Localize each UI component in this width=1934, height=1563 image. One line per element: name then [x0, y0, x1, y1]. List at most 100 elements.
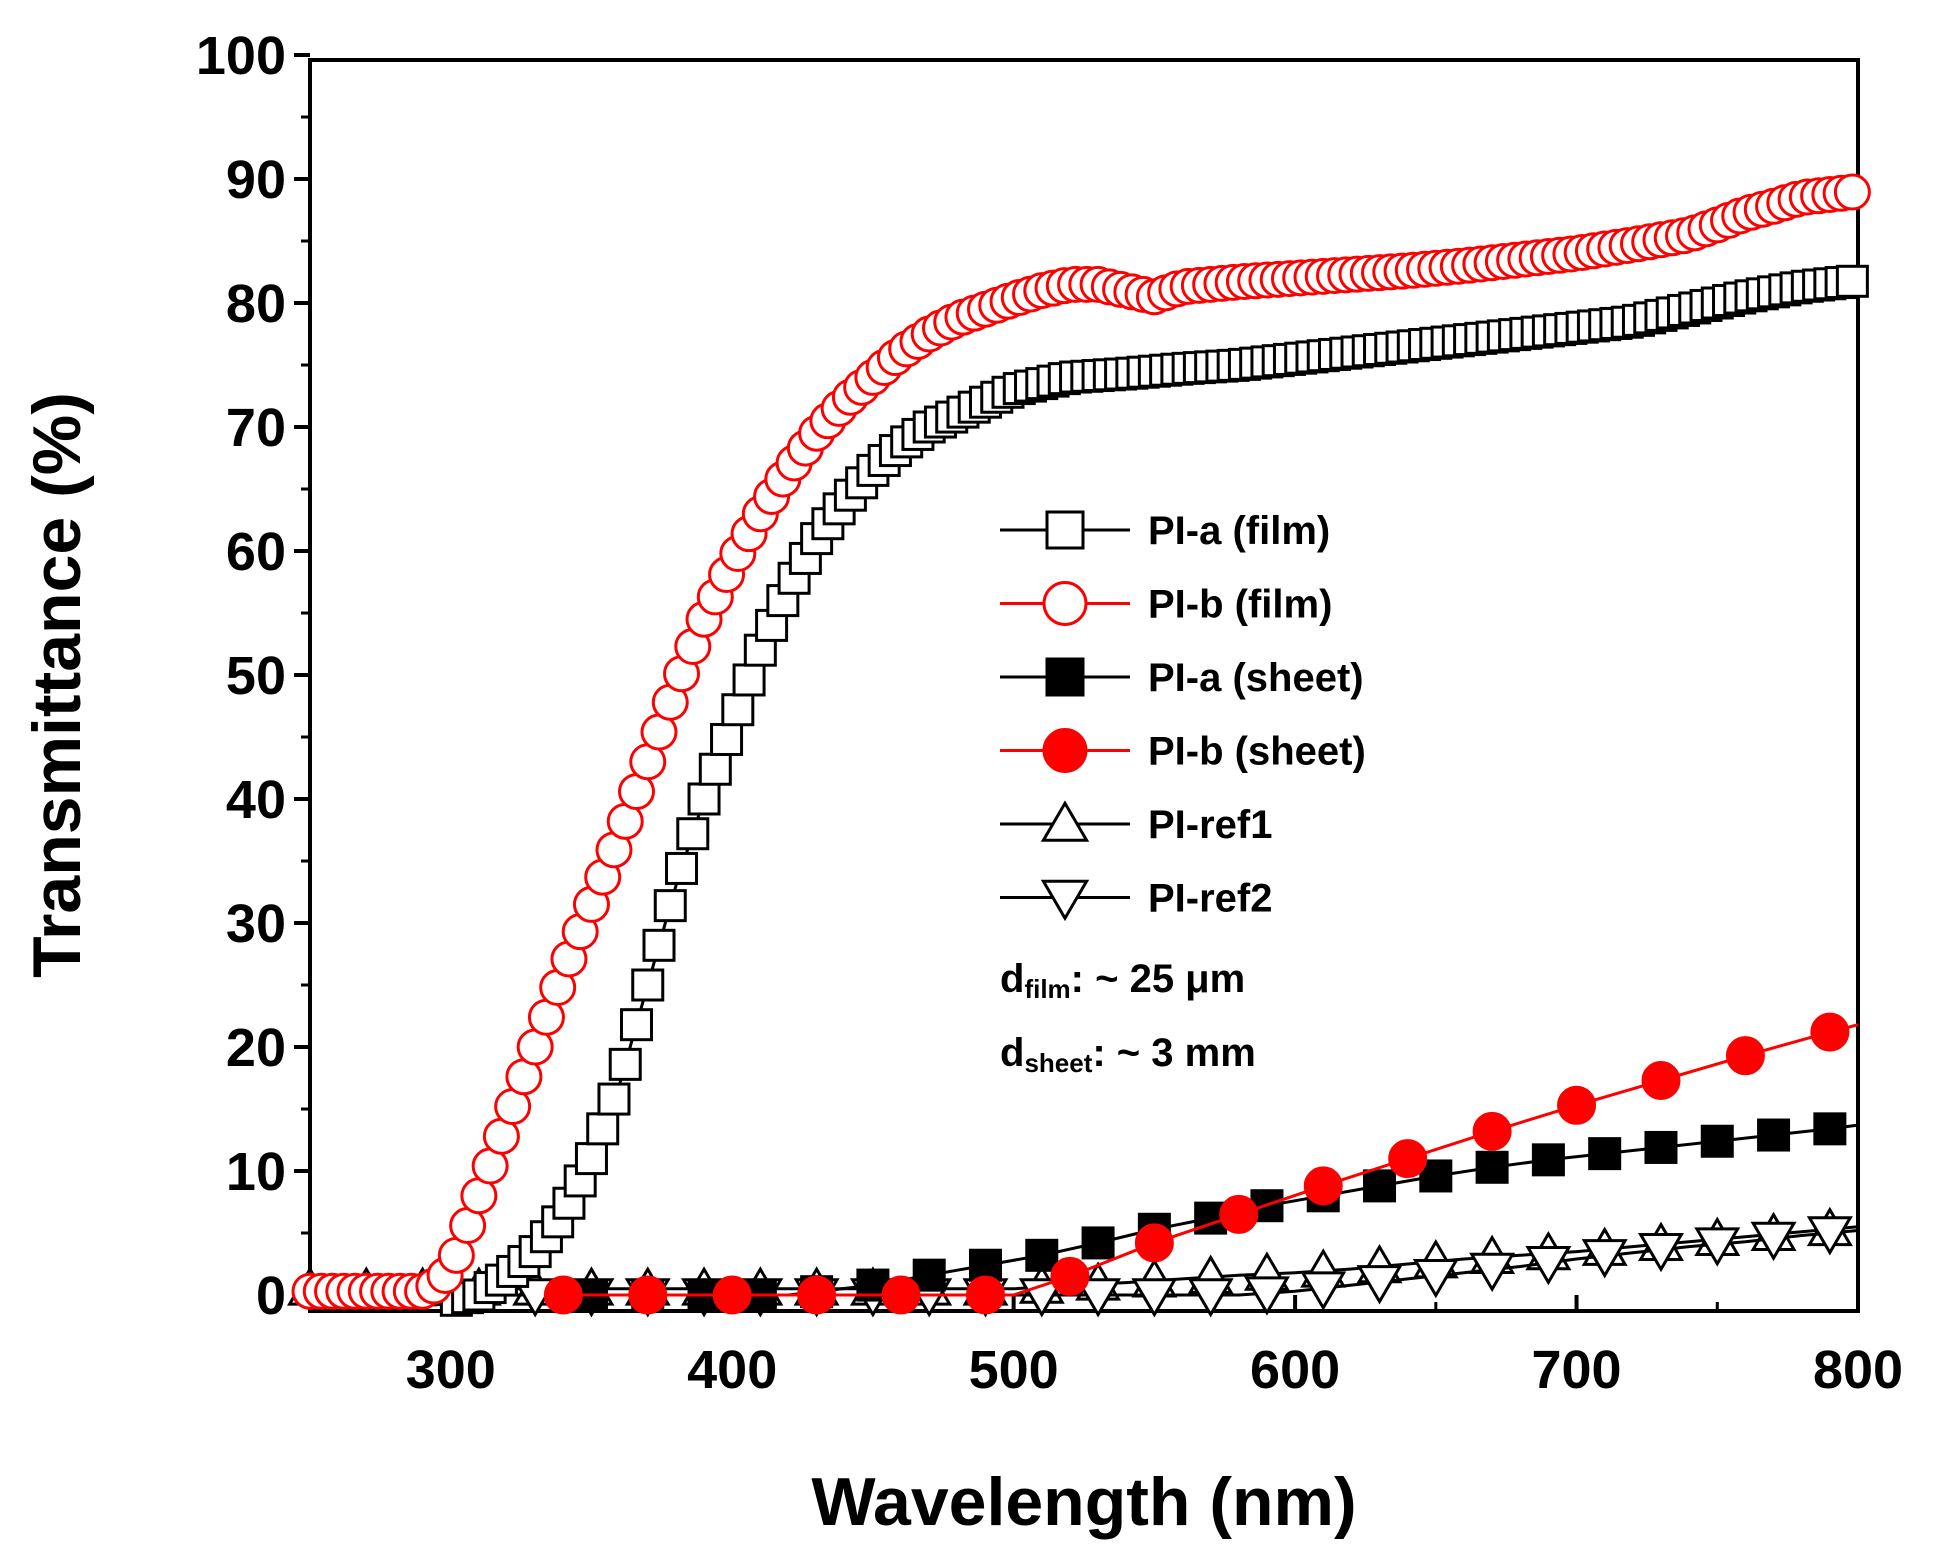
thickness-note: dsheet: ~ 3 mm [1000, 1031, 1256, 1078]
legend-item: PI-b (sheet) [1000, 728, 1366, 774]
data-point [1725, 1036, 1765, 1076]
data-point [608, 1047, 642, 1081]
series-pi-b-film [291, 173, 1871, 1310]
y-tick-label: 10 [226, 1142, 286, 1202]
data-point [1700, 1124, 1734, 1158]
data-point [642, 928, 676, 962]
series-pi-b-sheet [543, 1012, 1859, 1315]
data-point [881, 1275, 921, 1315]
legend-item: PI-a (film) [1000, 509, 1330, 553]
y-tick-label: 40 [226, 770, 286, 830]
data-point [1525, 1245, 1572, 1286]
legend-item: PI-ref2 [1000, 877, 1273, 922]
data-point [1757, 1118, 1791, 1152]
data-point [1363, 1169, 1397, 1203]
thickness-note: dfilm: ~ 25 μm [1000, 957, 1245, 1004]
data-point [1835, 264, 1869, 298]
data-point [1243, 1276, 1290, 1316]
y-tick-label: 100 [196, 26, 286, 86]
data-point [1833, 173, 1871, 211]
legend-marker [1040, 879, 1090, 922]
data-point [586, 1112, 620, 1146]
data-point [665, 851, 699, 885]
data-point [912, 1258, 946, 1292]
legend-label: PI-a (sheet) [1148, 656, 1364, 700]
data-point [721, 693, 755, 727]
y-tick-label: 30 [226, 894, 286, 954]
data-point [1187, 1278, 1234, 1318]
data-point [1300, 1271, 1347, 1311]
legend-label: PI-a (film) [1148, 509, 1330, 553]
y-tick-label: 80 [226, 274, 286, 334]
x-tick-label: 300 [406, 1340, 496, 1400]
data-point [687, 782, 721, 816]
data-point [574, 1142, 608, 1176]
x-tick-label: 700 [1531, 1340, 1621, 1400]
x-tick-label: 500 [969, 1340, 1059, 1400]
data-point [1356, 1265, 1403, 1305]
data-point [1219, 1194, 1259, 1234]
y-tick-label: 20 [226, 1018, 286, 1078]
data-point [797, 1275, 837, 1315]
legend-label: PI-b (sheet) [1148, 730, 1366, 774]
data-point [1419, 1159, 1453, 1193]
data-point [1050, 1256, 1090, 1296]
series-line [310, 1229, 1859, 1297]
axis-ticks: 300 400 500 600 700 800 0 10 20 30 40 50 60 70 80 90 100 [196, 26, 1903, 1400]
legend-label: PI-b (film) [1148, 583, 1332, 627]
series-layer [286, 173, 1871, 1318]
data-point [1588, 1137, 1622, 1171]
legend-item: PI-ref1 [1000, 800, 1273, 847]
y-tick-label: 60 [226, 522, 286, 582]
data-point [1694, 1227, 1741, 1267]
data-point [965, 1275, 1005, 1315]
y-tick-label: 50 [226, 646, 286, 706]
data-point [543, 1275, 583, 1315]
data-point [1081, 1226, 1115, 1260]
x-tick-label: 400 [687, 1340, 777, 1400]
data-point [1025, 1238, 1059, 1272]
data-point [698, 752, 732, 786]
data-point [628, 1275, 668, 1315]
data-point [1134, 1223, 1174, 1263]
data-point [1557, 1085, 1597, 1125]
legend-item: PI-b (film) [1000, 581, 1332, 627]
legend-label: PI-ref2 [1148, 877, 1273, 921]
data-point [1075, 1278, 1122, 1318]
data-point [732, 663, 766, 697]
data-point [619, 1008, 653, 1042]
x-axis-title: Wavelength (nm) [811, 1464, 1356, 1540]
series-pi-a-film [310, 264, 1869, 1317]
data-point [1475, 1150, 1509, 1184]
legend-marker [1045, 657, 1085, 697]
data-point [1469, 1252, 1516, 1293]
legend-marker [1042, 728, 1088, 773]
data-point [1810, 1012, 1850, 1052]
y-tick-label: 0 [256, 1266, 286, 1326]
data-point [1644, 1130, 1678, 1164]
y-tick-label: 90 [226, 150, 286, 210]
legend-marker [1045, 510, 1085, 550]
data-point [1750, 1221, 1797, 1262]
data-point [676, 817, 710, 851]
legend-label: PI-ref1 [1148, 803, 1273, 847]
data-point [1472, 1111, 1512, 1151]
legend: PI-a (film) PI-b (film) PI-a (sheet) PI-b (… [1000, 509, 1366, 922]
data-point [1813, 1112, 1847, 1146]
data-point [653, 889, 687, 923]
data-point [710, 722, 744, 756]
data-point [1412, 1258, 1459, 1299]
y-axis-title: Transmittance (%) [19, 392, 95, 978]
data-point [1637, 1232, 1684, 1273]
data-point [597, 1082, 631, 1116]
data-point [631, 968, 665, 1002]
y-tick-label: 70 [226, 398, 286, 458]
data-point [1531, 1143, 1565, 1177]
legend-item: PI-a (sheet) [1000, 656, 1364, 700]
data-point [1641, 1060, 1681, 1100]
legend-marker [1040, 800, 1090, 842]
x-tick-label: 600 [1250, 1340, 1340, 1400]
data-point [1303, 1166, 1343, 1206]
data-point [712, 1275, 752, 1315]
thickness-notes: dfilm: ~ 25 μm dsheet: ~ 3 mm [1000, 957, 1256, 1078]
